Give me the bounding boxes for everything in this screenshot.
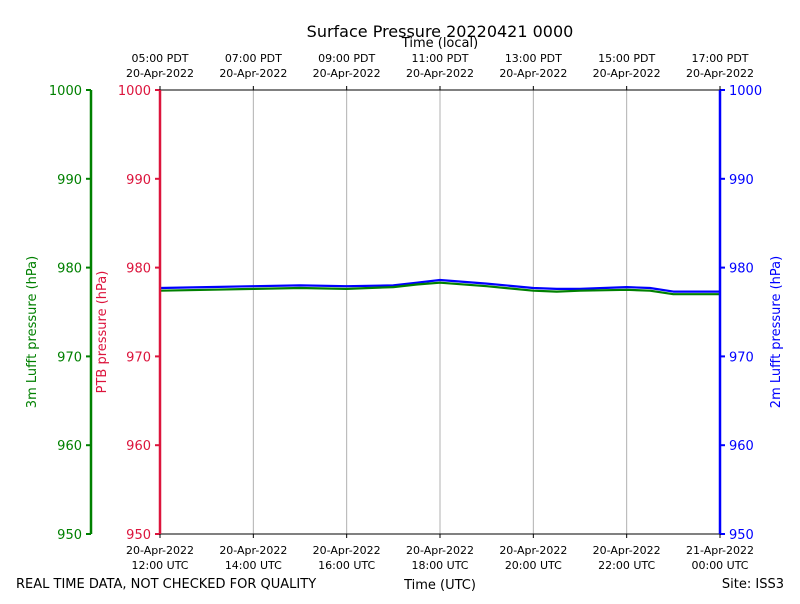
y-axis-ptb-tick-label: 970 <box>126 350 151 365</box>
y-axis-ptb-label: PTB pressure (hPa) <box>95 271 110 394</box>
x-tick-label-local-time: 17:00 PDT <box>691 52 748 65</box>
y-axis-2m-lufft-tick-label: 980 <box>729 262 754 277</box>
x-tick-label-local-date: 20-Apr-2022 <box>499 67 567 80</box>
y-axis-2m-lufft-tick-label: 1000 <box>729 84 762 99</box>
x-axis-label: Time (UTC) <box>403 578 476 593</box>
x-tick-label-utc-time: 22:00 UTC <box>598 559 655 572</box>
top-axis-label: Time (local) <box>401 36 478 51</box>
x-tick-label-utc-date: 20-Apr-2022 <box>219 544 287 557</box>
x-tick-label-local-date: 20-Apr-2022 <box>126 67 194 80</box>
y-axis-3m-lufft-tick-label: 990 <box>57 173 82 188</box>
x-tick-label-utc-time: 00:00 UTC <box>691 559 748 572</box>
x-tick-label-local-date: 20-Apr-2022 <box>219 67 287 80</box>
y-axis-ptb-tick-label: 980 <box>126 262 151 277</box>
y-axis-3m-lufft-tick-label: 970 <box>57 350 82 365</box>
x-tick-label-utc-time: 12:00 UTC <box>131 559 188 572</box>
x-tick-label-utc-date: 20-Apr-2022 <box>313 544 381 557</box>
axes-group: 950 960 970 980 990 1000 3m Lufft pressure (hP… <box>25 52 784 572</box>
y-axis-3m-lufft-tick-label: 950 <box>57 528 82 543</box>
y-axis-ptb-tick-label: 1000 <box>118 84 151 99</box>
grid-lines <box>252 90 628 534</box>
series-line <box>159 278 720 293</box>
y-axis-3m-lufft-label: 3m Lufft pressure (hPa) <box>25 256 40 408</box>
series-group <box>159 278 720 296</box>
x-tick-label-utc-time: 14:00 UTC <box>225 559 282 572</box>
x-tick-label-utc-date: 20-Apr-2022 <box>126 544 194 557</box>
x-tick-label-local-date: 20-Apr-2022 <box>686 67 754 80</box>
x-tick-label-local-time: 13:00 PDT <box>505 52 562 65</box>
x-tick-label-utc-time: 20:00 UTC <box>505 559 562 572</box>
x-tick-label-utc-date: 20-Apr-2022 <box>406 544 474 557</box>
x-tick-label-local-time: 11:00 PDT <box>411 52 468 65</box>
x-tick-label-local-date: 20-Apr-2022 <box>593 67 661 80</box>
y-axis-3m-lufft-tick-label: 960 <box>57 439 82 454</box>
x-tick-label-utc-time: 16:00 UTC <box>318 559 375 572</box>
y-axis-ptb-tick-label: 990 <box>126 173 151 188</box>
x-tick-label-utc-time: 18:00 UTC <box>411 559 468 572</box>
x-tick-label-local-time: 07:00 PDT <box>225 52 282 65</box>
x-tick-label-local-time: 05:00 PDT <box>131 52 188 65</box>
x-tick-label-local-time: 09:00 PDT <box>318 52 375 65</box>
y-axis-ptb-tick-label: 960 <box>126 439 151 454</box>
y-axis-2m-lufft-tick-label: 990 <box>729 173 754 188</box>
y-axis-ptb-tick-label: 950 <box>126 528 151 543</box>
y-axis-3m-lufft-tick-label: 1000 <box>49 84 82 99</box>
y-axis-2m-lufft-tick-label: 950 <box>729 528 754 543</box>
chart-title: Surface Pressure 20220421 0000 <box>307 22 574 41</box>
y-axis-2m-lufft-tick-label: 960 <box>729 439 754 454</box>
footer-site: Site: ISS3 <box>722 577 784 592</box>
x-tick-label-local-date: 20-Apr-2022 <box>313 67 381 80</box>
footer-quality-note: REAL TIME DATA, NOT CHECKED FOR QUALITY <box>16 577 316 592</box>
y-axis-2m-lufft-tick-label: 970 <box>729 350 754 365</box>
x-tick-label-utc-date: 20-Apr-2022 <box>499 544 567 557</box>
y-axis-3m-lufft-tick-label: 980 <box>57 262 82 277</box>
x-tick-label-local-time: 15:00 PDT <box>598 52 655 65</box>
y-axis-2m-lufft-label: 2m Lufft pressure (hPa) <box>769 256 784 408</box>
x-tick-label-local-date: 20-Apr-2022 <box>406 67 474 80</box>
x-tick-label-utc-date: 20-Apr-2022 <box>593 544 661 557</box>
series-line <box>159 281 720 296</box>
x-tick-label-utc-date: 21-Apr-2022 <box>686 544 754 557</box>
